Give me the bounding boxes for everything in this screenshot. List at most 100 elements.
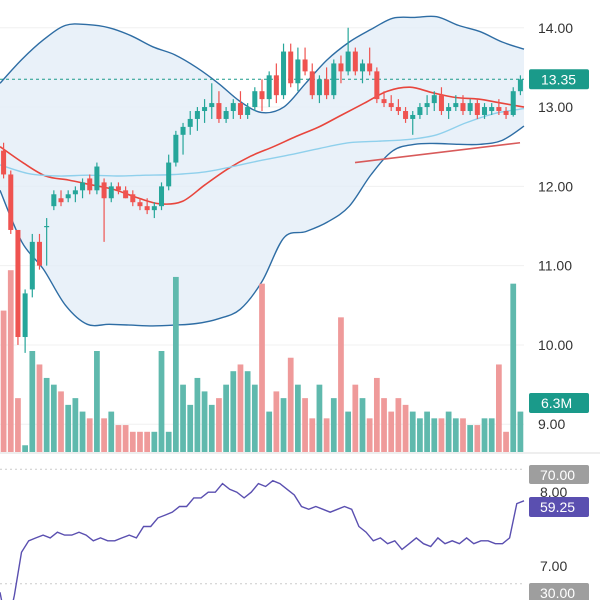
candle-body[interactable]	[65, 194, 71, 199]
candle-body[interactable]	[137, 202, 143, 207]
bollinger-band-layer	[0, 15, 525, 327]
candle-body[interactable]	[388, 103, 394, 108]
candle-body[interactable]	[180, 126, 186, 135]
candle-body[interactable]	[438, 95, 444, 112]
candle-body[interactable]	[424, 103, 430, 108]
candle-body[interactable]	[252, 91, 258, 108]
candle-body[interactable]	[36, 241, 42, 266]
candle-body[interactable]	[245, 107, 251, 115]
candle-body[interactable]	[503, 111, 509, 115]
price-tick-label: 10.00	[538, 337, 573, 353]
candle-body[interactable]	[460, 103, 466, 112]
candle-body[interactable]	[266, 75, 272, 100]
volume-bar	[208, 404, 215, 452]
candle-body[interactable]	[237, 103, 243, 115]
candle-body[interactable]	[431, 95, 437, 104]
candle-body[interactable]	[101, 182, 107, 199]
candle-body[interactable]	[374, 71, 380, 100]
candle-body[interactable]	[510, 91, 516, 115]
volume-bar	[488, 418, 495, 452]
candle-body[interactable]	[15, 229, 21, 338]
candle-body[interactable]	[108, 186, 114, 199]
candle-body[interactable]	[87, 178, 93, 191]
candle-body[interactable]	[216, 103, 222, 119]
volume-bar	[72, 398, 79, 452]
candle-body[interactable]	[72, 190, 78, 195]
candle-body[interactable]	[403, 111, 409, 119]
volume-bar	[460, 418, 466, 452]
candle-body[interactable]	[230, 103, 236, 112]
candle-body[interactable]	[22, 293, 28, 338]
candle-body[interactable]	[29, 241, 35, 290]
candle-body[interactable]	[44, 226, 50, 228]
candle-body[interactable]	[223, 111, 229, 119]
candle-body[interactable]	[166, 162, 172, 187]
volume-bar	[101, 418, 107, 452]
candle-body[interactable]	[453, 103, 459, 108]
candle-body[interactable]	[1, 150, 7, 175]
candle-body[interactable]	[173, 134, 179, 163]
candle-body[interactable]	[331, 63, 337, 96]
candle-body[interactable]	[194, 111, 200, 119]
volume-bar	[223, 384, 229, 452]
candle-body[interactable]	[467, 103, 473, 112]
volume-bar	[108, 411, 115, 452]
volume-bar	[373, 377, 380, 452]
candle-body[interactable]	[123, 190, 129, 199]
candle-body[interactable]	[395, 107, 401, 112]
candle-body[interactable]	[345, 51, 351, 72]
candle-body[interactable]	[517, 79, 523, 92]
candle-body[interactable]	[8, 174, 14, 230]
value-tags: 13.35 6.3M 70.00 30.00 59.25	[529, 69, 589, 602]
candle-body[interactable]	[496, 107, 502, 112]
candle-body[interactable]	[338, 63, 344, 72]
rsi-line	[0, 479, 525, 605]
candle-body[interactable]	[94, 166, 100, 191]
candle-body[interactable]	[489, 107, 495, 112]
price-tick-label: 12.00	[538, 178, 573, 194]
rsi-tick-label: 8.00	[540, 484, 567, 500]
volume-bar	[237, 364, 244, 452]
candle-body[interactable]	[482, 107, 488, 115]
rsi-lower-level-label: 30.00	[540, 585, 575, 600]
candle-body[interactable]	[80, 182, 86, 191]
candle-body[interactable]	[359, 63, 366, 72]
volume-bar	[496, 364, 502, 452]
candle-body[interactable]	[474, 103, 480, 115]
candle-body[interactable]	[302, 59, 308, 72]
candle-body[interactable]	[51, 194, 57, 207]
candle-body[interactable]	[115, 186, 121, 191]
volume-bar	[409, 411, 416, 452]
candle-body[interactable]	[158, 186, 165, 207]
candle-body[interactable]	[446, 107, 452, 112]
candlestick-layer[interactable]	[1, 27, 523, 353]
volume-bar	[395, 398, 402, 452]
volume-bar	[172, 276, 179, 452]
candle-body[interactable]	[187, 118, 193, 127]
candle-body[interactable]	[209, 103, 215, 108]
volume-bar	[431, 418, 438, 452]
candle-body[interactable]	[144, 206, 150, 211]
candle-body[interactable]	[352, 51, 358, 72]
volume-bar	[187, 404, 194, 452]
candle-body[interactable]	[309, 71, 315, 96]
candle-body[interactable]	[288, 51, 294, 84]
volume-bar	[158, 351, 165, 452]
candle-body[interactable]	[130, 194, 136, 203]
candle-body[interactable]	[381, 99, 387, 104]
candle-body[interactable]	[316, 79, 322, 96]
candle-body[interactable]	[151, 206, 157, 211]
candle-body[interactable]	[417, 107, 423, 115]
candle-body[interactable]	[324, 79, 330, 96]
candle-body[interactable]	[367, 63, 373, 72]
candle-body[interactable]	[295, 59, 301, 84]
candle-body[interactable]	[202, 107, 208, 112]
volume-bar	[424, 411, 430, 452]
candle-body[interactable]	[259, 91, 265, 100]
candle-body[interactable]	[410, 114, 416, 119]
candle-body[interactable]	[273, 75, 279, 96]
candle-body[interactable]	[281, 51, 287, 96]
candle-body[interactable]	[58, 198, 64, 203]
